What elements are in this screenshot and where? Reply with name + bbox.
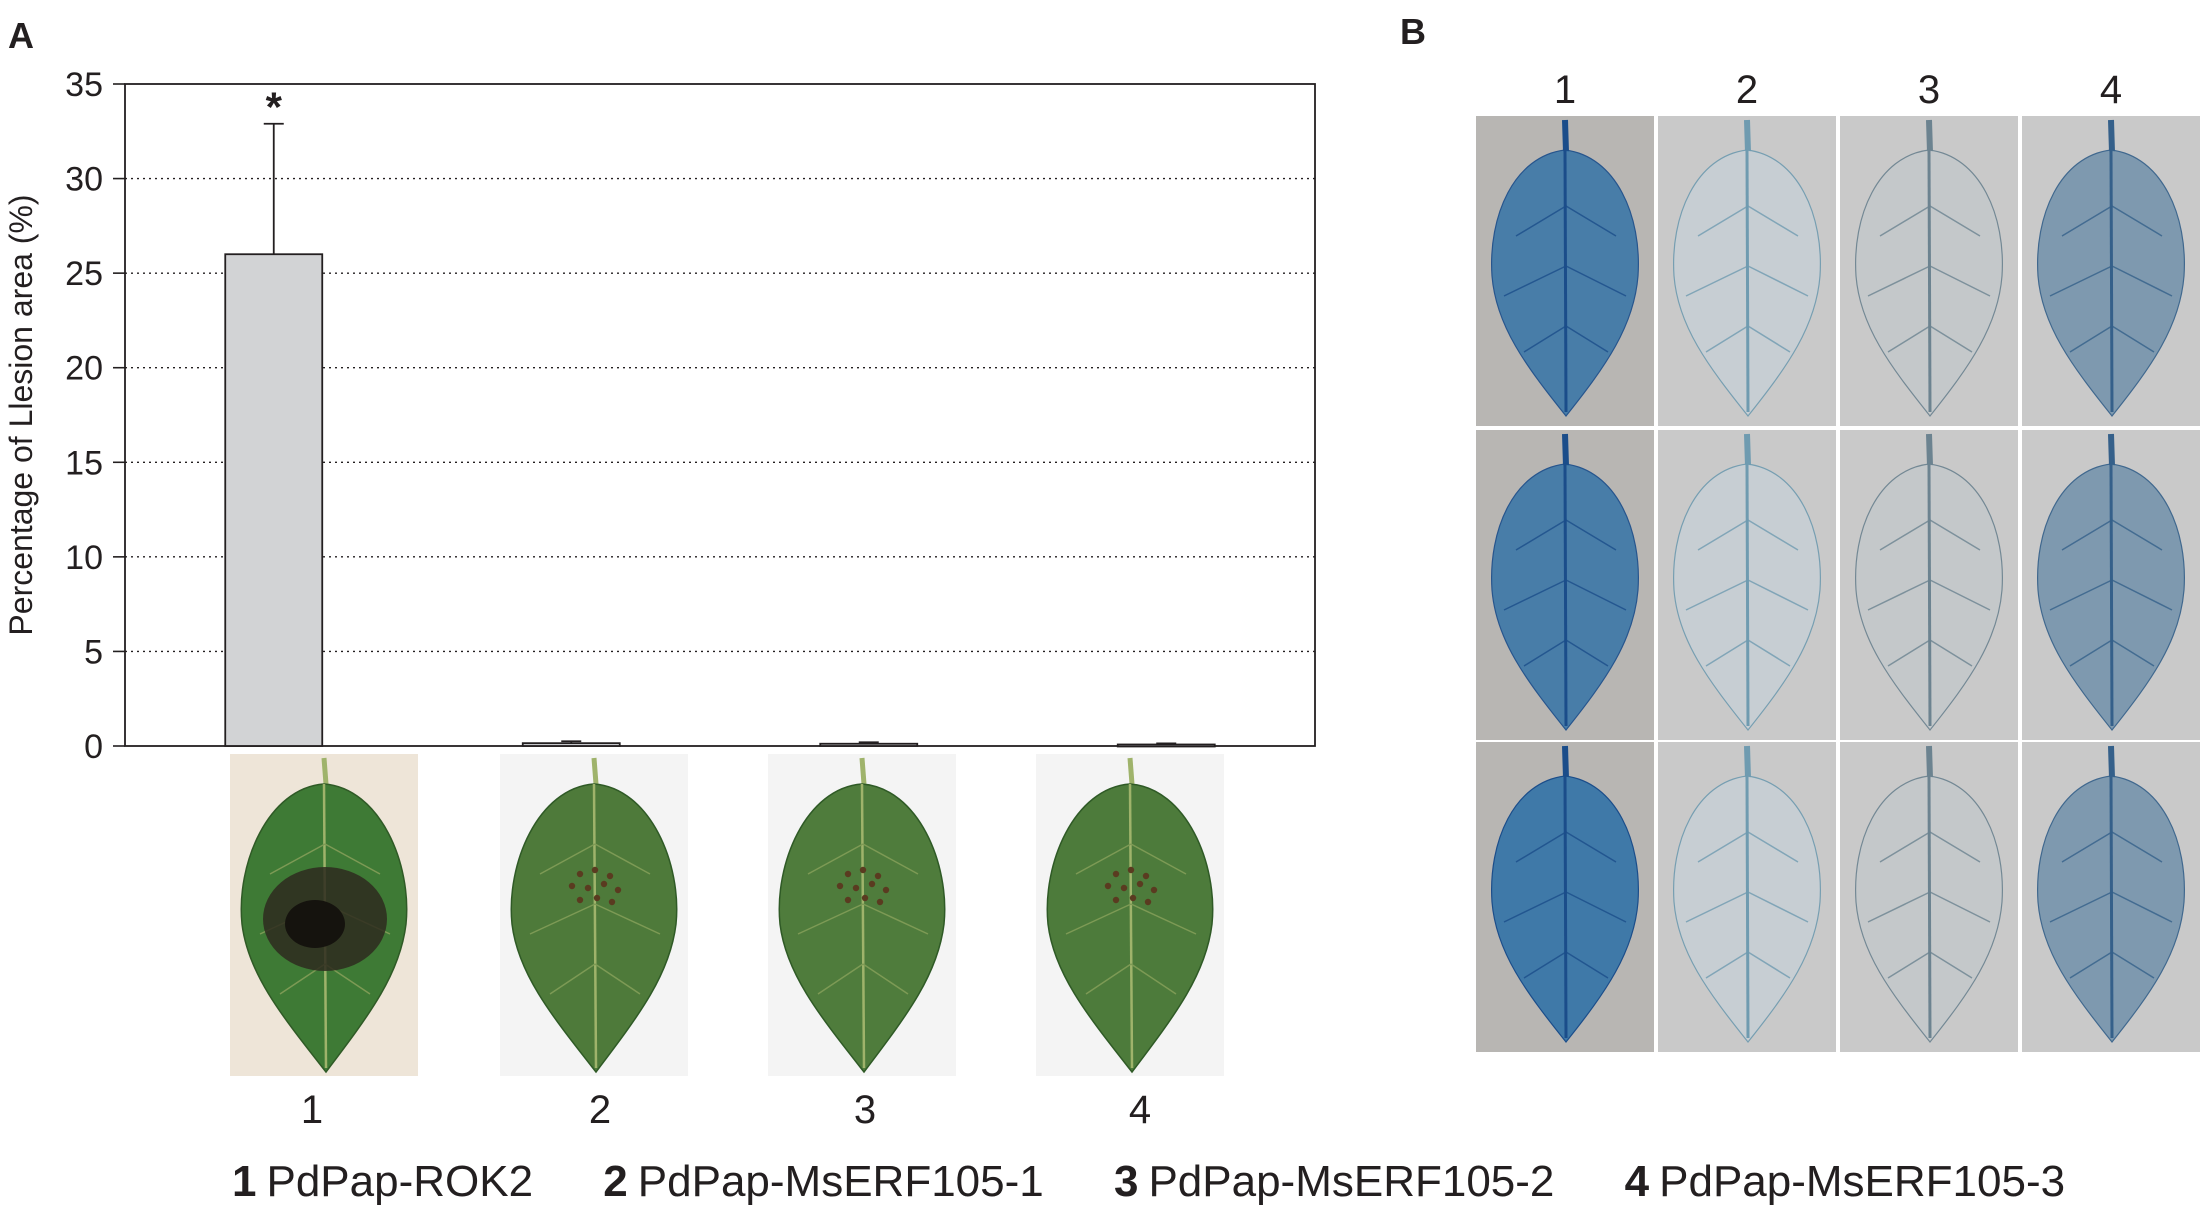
stained-leaf-icon — [1673, 745, 1821, 1043]
y-tick-label: 15 — [65, 444, 103, 482]
stained-leaf-cell — [2022, 430, 2200, 740]
bar-4 — [1116, 743, 1216, 748]
leaf-small-spots-photo — [500, 754, 688, 1076]
leaf-photo-label: 3 — [853, 1088, 877, 1132]
leaf-small-spots-photo — [768, 754, 956, 1076]
stained-leaf-icon — [1855, 119, 2003, 417]
leaf-icon — [1046, 757, 1214, 1074]
stained-leaf-cell — [1658, 430, 1836, 740]
stained-leaf-icon — [2037, 433, 2185, 731]
leaf-icon — [510, 757, 678, 1074]
stained-leaf-cell — [2022, 116, 2200, 426]
stained-leaf-icon — [1855, 433, 2003, 731]
column-label: 2 — [1735, 68, 1759, 112]
stained-leaf-cell — [1476, 116, 1654, 426]
y-tick-label: 35 — [65, 66, 103, 104]
column-label: 1 — [1553, 68, 1577, 112]
stained-leaf-icon — [1491, 119, 1639, 417]
leaf-necrotic-lesion-photo — [230, 754, 418, 1076]
bar-3 — [819, 742, 919, 747]
stained-leaf-cell — [2022, 742, 2200, 1052]
stained-leaf-icon — [1491, 433, 1639, 731]
y-tick-label: 25 — [65, 255, 103, 293]
lesion-area-bar-chart: 0 5 10 15 20 25 30 35 Percentage of Llesion area… — [3, 66, 1316, 760]
leaf-small-spots-photo — [1036, 754, 1224, 1076]
leaf-photo-label: 2 — [588, 1088, 612, 1132]
panel-b-letter: B — [1400, 11, 1426, 52]
stained-leaf-cell — [1840, 742, 2018, 1052]
legend-item: 4 PdPap-MsERF105-3 — [1624, 1157, 2066, 1206]
leaf-icon — [240, 757, 408, 1074]
y-tick-label: 20 — [65, 350, 103, 388]
stained-leaf-cell — [1658, 116, 1836, 426]
leaf-photo-label: 4 — [1128, 1088, 1152, 1132]
stained-leaf-icon — [1491, 745, 1639, 1043]
stained-leaf-icon — [2037, 745, 2185, 1043]
plot-frame — [124, 83, 1316, 747]
y-tick-label: 30 — [65, 161, 103, 199]
stained-leaf-cell — [1840, 116, 2018, 426]
y-tick-label: 10 — [65, 539, 103, 577]
leaf-icon — [778, 757, 946, 1074]
stained-leaf-icon — [1673, 119, 1821, 417]
stained-leaf-cell — [1476, 742, 1654, 1052]
stained-leaf-cell — [1658, 742, 1836, 1052]
genotype-legend: 1 PdPap-ROK2 2 PdPap-MsERF105-1 3 PdPap-MsE… — [232, 1160, 2065, 1204]
leaf-photo-label: 1 — [300, 1088, 324, 1132]
stained-leaf-icon — [1855, 745, 2003, 1043]
stained-leaf-cell — [1840, 430, 2018, 740]
y-tick-label: 0 — [84, 728, 103, 760]
panel-a-letter: A — [8, 15, 34, 56]
legend-item: 1 PdPap-ROK2 — [232, 1157, 534, 1206]
bar-1 — [224, 253, 324, 747]
bar-2 — [521, 742, 621, 747]
stained-leaf-icon — [2037, 119, 2185, 417]
legend-item: 3 PdPap-MsERF105-2 — [1113, 1157, 1555, 1206]
stained-leaf-cell — [1476, 430, 1654, 740]
column-label: 4 — [2099, 68, 2123, 112]
significance-marker: * — [266, 84, 283, 131]
legend-item: 2 PdPap-MsERF105-1 — [603, 1157, 1044, 1206]
y-tick-label: 5 — [84, 633, 103, 671]
stained-leaf-icon — [1673, 433, 1821, 731]
column-label: 3 — [1917, 68, 1941, 112]
y-axis-label: Percentage of Llesion area (%) — [3, 194, 39, 635]
